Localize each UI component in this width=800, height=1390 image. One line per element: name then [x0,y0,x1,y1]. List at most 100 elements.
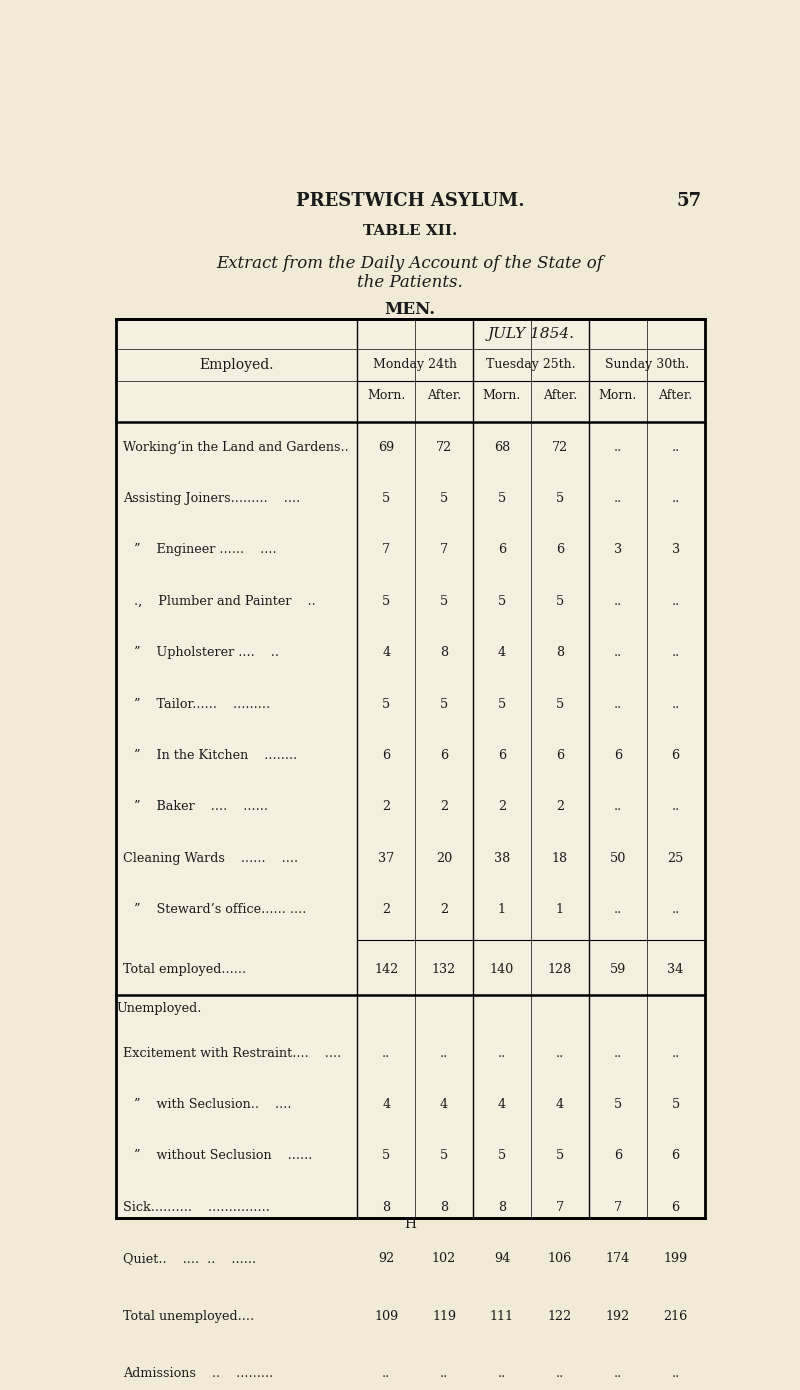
Text: ..: .. [498,1366,506,1379]
Text: ..: .. [671,492,680,505]
Text: 6: 6 [498,543,506,556]
Text: 6: 6 [671,1201,680,1213]
Text: 199: 199 [663,1252,688,1265]
Text: 2: 2 [382,801,390,813]
Text: 8: 8 [440,1201,448,1213]
Text: 5: 5 [556,698,564,710]
Text: ..: .. [556,1047,564,1059]
Text: .,    Plumber and Painter    ..: ., Plumber and Painter .. [134,595,316,607]
Text: 5: 5 [382,698,390,710]
Text: 5: 5 [382,595,390,607]
Text: ..: .. [671,698,680,710]
Text: ..: .. [382,1366,390,1379]
Text: 2: 2 [382,904,390,916]
Text: Cleaning Wards    ......    ....: Cleaning Wards ...... .... [123,852,298,865]
Text: JULY 1854.: JULY 1854. [487,327,574,341]
Text: Morn.: Morn. [598,389,637,402]
Text: 18: 18 [552,852,568,865]
Text: 7: 7 [382,543,390,556]
Text: Admissions    ..    .........: Admissions .. ......... [123,1366,273,1379]
Text: ..: .. [671,801,680,813]
Text: 140: 140 [490,963,514,976]
Text: After.: After. [542,389,577,402]
Text: 5: 5 [498,492,506,505]
Text: Morn.: Morn. [367,389,406,402]
Text: 3: 3 [614,543,622,556]
Text: 111: 111 [490,1309,514,1323]
Text: 8: 8 [498,1201,506,1213]
Text: 106: 106 [548,1252,572,1265]
Text: ..: .. [382,1047,390,1059]
Text: 92: 92 [378,1252,394,1265]
Text: ..: .. [614,1047,622,1059]
Text: 57: 57 [676,192,702,210]
Text: ”    without Seclusion    ......: ” without Seclusion ...... [134,1150,313,1162]
Text: 7: 7 [556,1201,564,1213]
Text: 6: 6 [498,749,506,762]
Text: 72: 72 [552,441,568,453]
Text: 5: 5 [440,492,448,505]
Text: ..: .. [671,441,680,453]
Text: 38: 38 [494,852,510,865]
Text: 102: 102 [432,1252,456,1265]
Text: 5: 5 [556,492,564,505]
Text: ..: .. [614,698,622,710]
Text: ”    with Seclusion..    ....: ” with Seclusion.. .... [134,1098,292,1111]
Text: 5: 5 [440,1150,448,1162]
Text: 6: 6 [614,1150,622,1162]
Text: ..: .. [614,801,622,813]
Text: 5: 5 [382,1150,390,1162]
Text: 142: 142 [374,963,398,976]
Text: 128: 128 [548,963,572,976]
Text: ”    Upholsterer ....    ..: ” Upholsterer .... .. [134,646,279,659]
Text: 5: 5 [556,595,564,607]
Text: 37: 37 [378,852,394,865]
Text: Quiet..    ....  ..    ......: Quiet.. .... .. ...... [123,1252,256,1265]
Text: 119: 119 [432,1309,456,1323]
Text: ..: .. [671,1366,680,1379]
Text: After.: After. [658,389,693,402]
Text: 6: 6 [440,749,448,762]
Text: ..: .. [614,441,622,453]
Text: Tuesday 25th.: Tuesday 25th. [486,359,576,371]
Text: H: H [404,1216,416,1230]
Text: 6: 6 [671,749,680,762]
Text: 50: 50 [610,852,626,865]
Text: Total unemployed....: Total unemployed.... [123,1309,254,1323]
Text: ..: .. [614,904,622,916]
Text: Sick..........    ...............: Sick.......... ............... [123,1201,270,1213]
Text: 5: 5 [498,1150,506,1162]
Text: Sunday 30th.: Sunday 30th. [605,359,689,371]
Text: 59: 59 [610,963,626,976]
Text: 3: 3 [671,543,680,556]
Text: 4: 4 [498,1098,506,1111]
Text: 6: 6 [614,749,622,762]
Text: 68: 68 [494,441,510,453]
Text: 4: 4 [498,646,506,659]
Text: Morn.: Morn. [483,389,521,402]
Text: Unemployed.: Unemployed. [116,1002,202,1015]
Text: ..: .. [614,595,622,607]
Text: 7: 7 [614,1201,622,1213]
Text: 69: 69 [378,441,394,453]
Text: 2: 2 [556,801,564,813]
Text: 5: 5 [440,698,448,710]
Text: 5: 5 [498,698,506,710]
Text: 8: 8 [556,646,564,659]
Text: 72: 72 [436,441,452,453]
Text: 8: 8 [382,1201,390,1213]
Text: 109: 109 [374,1309,398,1323]
Text: 4: 4 [556,1098,564,1111]
Text: the Patients.: the Patients. [357,274,463,291]
Text: Excitement with Restraint....    ....: Excitement with Restraint.... .... [123,1047,341,1059]
Text: 122: 122 [548,1309,572,1323]
Text: ..: .. [440,1047,448,1059]
Text: ..: .. [498,1047,506,1059]
Text: 25: 25 [667,852,684,865]
Text: 6: 6 [382,749,390,762]
Text: TABLE XII.: TABLE XII. [363,224,457,238]
Text: 2: 2 [440,904,448,916]
Text: 192: 192 [606,1309,630,1323]
Text: ”    Steward’s office...... ....: ” Steward’s office...... .... [134,904,306,916]
Text: ..: .. [671,595,680,607]
